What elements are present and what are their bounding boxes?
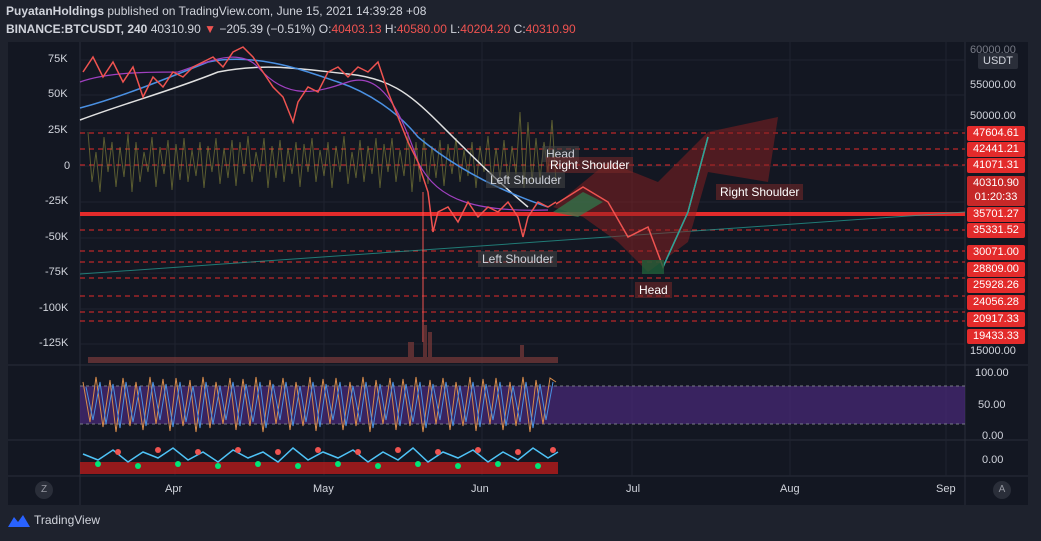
annotation-head-bottom[interactable]: Head [635, 282, 672, 298]
price-tag: 28809.00 [967, 262, 1025, 277]
low-label: L: [450, 22, 461, 36]
osc-axis-tick: 50.00 [978, 399, 1006, 411]
bottom-indicator-line [82, 447, 559, 463]
price-tag: 20917.33 [967, 312, 1025, 327]
annotation-left-shoulder-top[interactable]: Left Shoulder [486, 172, 566, 188]
projection-zone [553, 117, 778, 272]
price-tag: 25928.26 [967, 278, 1025, 293]
price-tag: 35701.27 [967, 207, 1025, 222]
stoch-k-line [82, 376, 557, 433]
bottom-indicator-band [80, 462, 558, 474]
chart-area[interactable]: 75K 50K 25K 0 -25K -50K -75K -100K -125K… [8, 42, 1028, 505]
chart-canvas[interactable] [8, 42, 1028, 505]
price-tag: 24056.28 [967, 295, 1025, 310]
moving-average-white [79, 66, 529, 208]
publisher-name[interactable]: PuyatanHoldings [6, 4, 105, 18]
z-button[interactable]: Z [35, 481, 53, 499]
branding-text: TradingView [34, 513, 101, 527]
left-axis-tick: 0 [64, 160, 71, 172]
bottom-indicator-dots-red [115, 447, 556, 455]
close-value: 40310.90 [525, 22, 576, 36]
price-change: −205.39 (−0.51%) [219, 22, 316, 36]
publish-line: PuyatanHoldings published on TradingView… [6, 4, 426, 18]
left-axis-tick: -50K [45, 231, 69, 243]
left-axis-tick: 50K [48, 88, 68, 100]
open-value: 40403.13 [331, 22, 382, 36]
price-candles [82, 46, 557, 342]
moving-average-purple [79, 56, 549, 211]
price-tag: 30071.00 [967, 245, 1025, 260]
price-tag: 47604.61 [967, 126, 1025, 141]
head-marker [642, 260, 664, 274]
high-value: 40580.00 [396, 22, 447, 36]
time-axis-tick: Aug [780, 483, 800, 495]
left-axis-tick: -125K [39, 337, 69, 349]
symbol-label[interactable]: BINANCE:BTCUSDT, 240 [6, 22, 148, 36]
time-axis-tick: May [313, 483, 334, 495]
volume-bars [88, 325, 558, 363]
annotation-right-shoulder-bottom[interactable]: Right Shoulder [716, 184, 804, 200]
left-axis-tick: 75K [48, 53, 68, 65]
time-axis-tick: Jun [471, 483, 489, 495]
left-axis-tick: -100K [39, 302, 69, 314]
low-value: 40204.20 [460, 22, 511, 36]
projection-pattern [553, 117, 778, 274]
left-axis-tick: 25K [48, 124, 68, 136]
time-axis-tick: Jul [626, 483, 641, 495]
moving-average-blue [79, 58, 549, 208]
currency-button[interactable]: USDT [978, 53, 1018, 69]
open-label: O: [318, 22, 332, 36]
osc-axis-tick: 0.00 [982, 430, 1004, 442]
close-label: C: [513, 22, 526, 36]
ohlc-line: BINANCE:BTCUSDT, 240 40310.90 ▼ −205.39 … [6, 22, 576, 36]
current-price-tag: 40310.90 01:20:33 [967, 176, 1025, 206]
osc-axis-tick: 100.00 [975, 367, 1009, 379]
bar-countdown: 01:20:33 [974, 191, 1018, 203]
candle-path [82, 46, 557, 238]
last-price: 40310.90 [150, 22, 201, 36]
high-label: H: [384, 22, 397, 36]
price-tag: 42441.21 [967, 142, 1025, 157]
price-tag: 35331.52 [967, 223, 1025, 238]
projection-up-leg [662, 136, 709, 268]
trendline [79, 211, 966, 275]
left-axis-tick: -25K [45, 195, 69, 207]
shoulder-marker [553, 192, 603, 217]
down-arrow-icon: ▼ [204, 22, 216, 36]
annotation-left-shoulder-bottom[interactable]: Left Shoulder [478, 251, 558, 267]
bottom-indicator-dots [95, 461, 541, 469]
price-tag: 41071.31 [967, 158, 1025, 173]
time-axis-tick: Apr [165, 483, 183, 495]
tradingview-logo-icon [8, 515, 30, 527]
right-axis-tick: 55000.00 [970, 79, 1016, 91]
indicator-histogram [87, 111, 557, 193]
bottom-axis-tick: 0.00 [982, 454, 1004, 466]
published-text: published on TradingView.com, June 15, 2… [107, 4, 427, 18]
tradingview-branding[interactable]: TradingView [8, 513, 100, 527]
right-axis-tick: 50000.00 [970, 110, 1016, 122]
annotation-right-shoulder-top[interactable]: Right Shoulder [546, 157, 634, 173]
right-axis-tick: 15000.00 [970, 345, 1016, 357]
time-axis-tick: Sep [936, 483, 956, 495]
price-tag: 19433.33 [967, 329, 1025, 344]
stoch-d-line [85, 381, 554, 429]
auto-scale-button[interactable]: A [993, 481, 1011, 499]
current-price: 40310.90 [973, 177, 1019, 189]
left-axis-tick: -75K [45, 266, 69, 278]
